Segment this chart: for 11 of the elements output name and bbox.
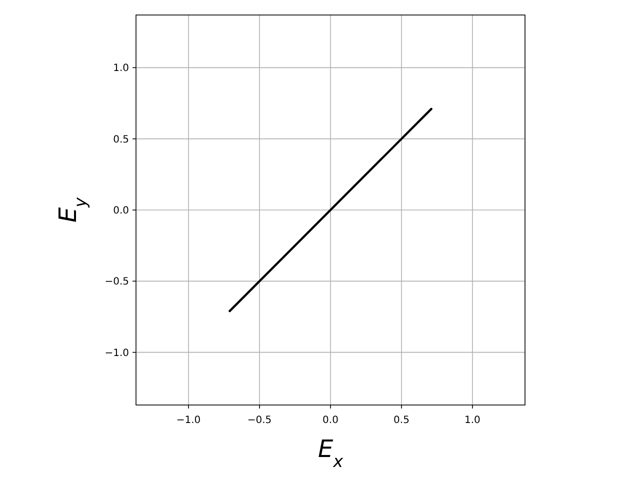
x-tick-label: 0.5 bbox=[394, 415, 410, 426]
y-tick-label: −1.0 bbox=[104, 348, 129, 359]
x-tick-label: 1.0 bbox=[464, 415, 480, 426]
x-axis-title: E$_{x}$ bbox=[318, 435, 344, 471]
y-tick-label: 1.0 bbox=[113, 63, 129, 74]
y-tick-label: 0.0 bbox=[113, 206, 129, 216]
x-tick-label: −0.5 bbox=[247, 415, 272, 426]
y-tick-label: −0.5 bbox=[104, 276, 129, 288]
x-tick-label: −1.0 bbox=[176, 415, 201, 426]
x-tick-label: 0.0 bbox=[322, 415, 338, 426]
y-tick-label: 0.5 bbox=[113, 134, 129, 146]
